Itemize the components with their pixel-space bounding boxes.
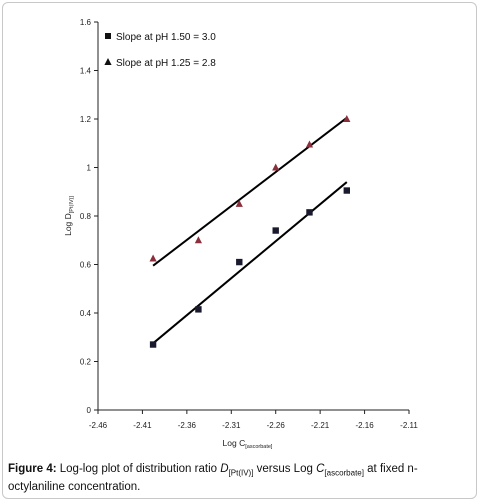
square-marker [195,306,202,313]
caption-c-sub: [ascorbate] [324,468,364,478]
chart: 00.20.40.60.811.21.41.6 -2.46 -2.41 -2.36-… [63,18,418,450]
x-axis-label: Log C[ascorbate] [223,438,273,450]
triangle-marker [149,254,157,262]
caption-c-symbol: C [316,463,325,475]
legend-triangle-icon [104,58,112,65]
x-tick-label: -2.46 [89,421,108,430]
x-tick-label: -2.26 [267,421,286,430]
y-tick-label: 0.8 [80,212,92,221]
y-tick-label: 1.2 [80,115,92,124]
caption-d-symbol: D [220,463,229,475]
square-marker [306,209,313,216]
x-tick-label: -2.31 [222,421,241,430]
x-tick-label: -2.36 [178,421,197,430]
x-tick-label: -2.21 [311,421,330,430]
triangle-marker [343,115,351,122]
fit-line-1 [152,181,348,345]
triangle-marker [272,163,280,171]
legend-square-icon [105,33,111,39]
caption-label: Figure 4: [8,463,57,475]
legend-entry-1: Slope at pH 1.50 = 3.0 [116,32,216,43]
axes [97,22,409,411]
y-tick-label: 0 [87,406,92,415]
x-tick-label: -2.41 [133,421,152,430]
y-tick-label: 1.4 [80,67,92,76]
y-tick-label: 0.4 [80,309,92,318]
y-ticks: 0 0.2 0.4 0.6 0.8 1 1.2 1.4 1.6 [80,18,98,415]
caption-text-2: versus Log [253,463,317,475]
figure-frame [2,2,477,499]
y-tick-label: 0.2 [80,358,92,367]
triangle-marker [194,236,203,244]
x-ticks: -2.46 -2.41 -2.36 -2.31 -2.26 -2.21 -2.16 -2.11 [89,410,418,430]
y-tick-label: 1.6 [80,18,92,27]
legend: Slope at pH 1.50 = 3.0 Slope at pH 1.25 =… [104,32,216,69]
square-marker [236,258,243,266]
x-tick-label: -2.11 [400,421,418,430]
x-tick-label: -2.16 [355,421,374,430]
data-points [149,115,351,348]
y-tick-label: 0.6 [80,261,92,270]
square-marker [343,187,350,194]
square-marker [272,227,279,234]
caption-text-3: at fixed n-octylaniline concentration. [8,463,418,494]
triangle-marker [235,199,243,207]
y-axis-label: Log D[Pt(IV)] [63,196,75,236]
caption-d-sub: [Pt(IV)] [228,468,254,478]
figure-caption: Figure 4: Log-log plot of distribution r… [8,462,470,495]
legend-entry-2: Slope at pH 1.25 = 2.8 [116,58,216,69]
square-marker [149,341,157,348]
triangle-marker [305,140,314,148]
caption-text-1: Log-log plot of distribution ratio [56,463,221,475]
fit-lines [152,116,348,345]
y-tick-label: 1 [87,164,92,173]
fit-line-2 [152,116,348,267]
